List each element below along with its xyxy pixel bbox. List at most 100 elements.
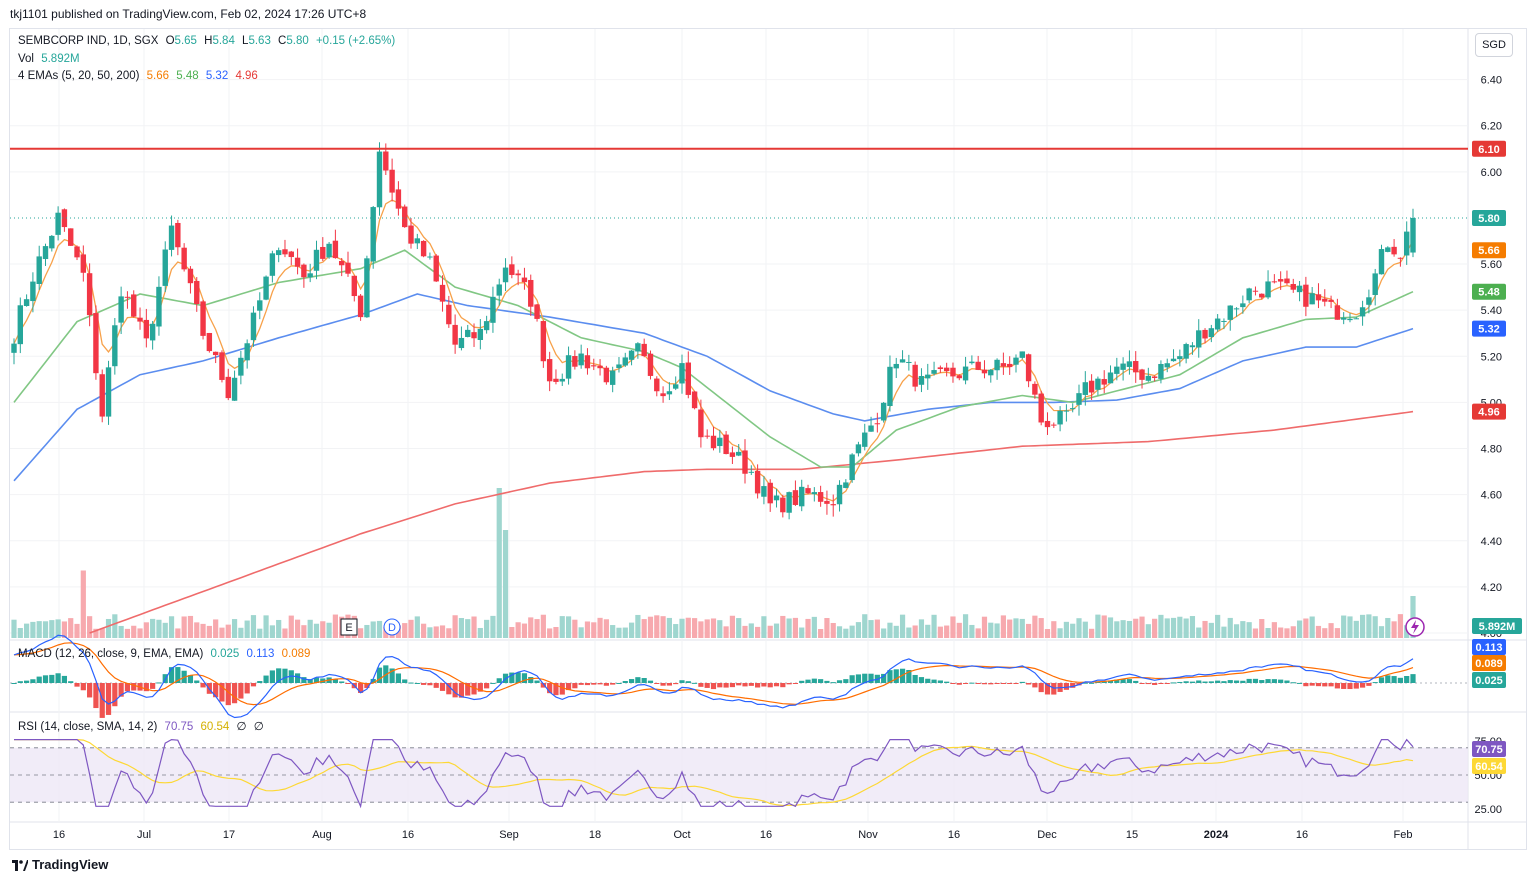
volume-bar	[1227, 617, 1233, 638]
macd-histogram-bar	[616, 682, 622, 684]
macd-histogram-bar	[641, 678, 647, 683]
candle-body	[1265, 281, 1271, 298]
macd-histogram-bar	[1322, 683, 1328, 687]
macd-histogram-bar	[899, 668, 906, 683]
candle-body	[433, 255, 439, 282]
candle-body	[345, 262, 351, 274]
candle-body	[80, 254, 87, 273]
volume-bar	[673, 624, 679, 638]
time-tick-label: Jul	[137, 829, 151, 841]
volume-bar	[105, 618, 112, 638]
candle-body	[685, 362, 691, 395]
volume-bar	[1019, 618, 1025, 638]
candle-body	[1189, 345, 1196, 348]
volume-bar	[1000, 615, 1006, 638]
macd-histogram-bar	[748, 683, 754, 686]
macd-histogram-bar	[288, 670, 294, 683]
macd-histogram-bar	[811, 678, 817, 683]
volume-bar	[320, 621, 326, 638]
volume-bar	[572, 619, 578, 638]
volume-bar	[370, 621, 376, 638]
rsi-pane	[10, 738, 1468, 809]
macd-histogram-bar	[849, 675, 855, 683]
macd-histogram-bar	[389, 668, 395, 683]
volume-bar	[565, 616, 572, 638]
candle-body	[893, 363, 899, 369]
volume-bar	[1120, 620, 1126, 638]
volume-bar	[294, 619, 301, 638]
macd-histogram-bar	[1309, 683, 1315, 686]
price-label: 5.66	[1478, 245, 1499, 257]
tradingview-logo[interactable]: TradingView	[12, 857, 108, 872]
macd-histogram-bar	[150, 683, 156, 689]
price-tick-label: 6.40	[1481, 75, 1502, 87]
volume-bar	[490, 615, 496, 638]
macd-histogram-bar	[1208, 681, 1214, 683]
macd-histogram-bar	[364, 683, 370, 689]
macd-histogram-bar	[1126, 679, 1133, 683]
candle-body	[597, 365, 603, 369]
candle-body	[1196, 330, 1202, 348]
macd-histogram-bar	[42, 675, 49, 683]
volume-bar	[1215, 614, 1221, 638]
volume-bar	[887, 622, 893, 638]
candle-body	[1271, 281, 1278, 283]
volume-bar	[540, 614, 546, 638]
macd-label[interactable]: MACD (12, 26, close, 9, EMA, EMA)	[18, 648, 204, 660]
candle-body	[36, 256, 42, 284]
candle-body	[1139, 369, 1145, 380]
candle-body	[761, 486, 767, 497]
macd-histogram-bar	[1215, 680, 1221, 683]
volume-bar	[836, 626, 843, 638]
volume-bar	[584, 621, 591, 638]
volume-bar	[528, 617, 534, 638]
macd-histogram-bar	[1170, 682, 1177, 684]
volume-bar	[357, 628, 364, 638]
candle-body	[1296, 285, 1303, 293]
high-label: H	[204, 35, 213, 47]
macd-histogram-bar	[408, 682, 414, 684]
volume-bar	[717, 620, 723, 638]
candle-body	[975, 361, 981, 370]
volume-label[interactable]: Vol	[18, 53, 34, 65]
candle-body	[736, 451, 742, 456]
volume-bars	[11, 488, 1416, 638]
ema-label[interactable]: 4 EMAs (5, 20, 50, 200)	[18, 70, 140, 82]
time-tick-label: Feb	[1394, 829, 1413, 841]
macd-histogram-bar	[11, 683, 17, 684]
candle-body	[521, 277, 528, 283]
high-value: 5.84	[212, 35, 235, 47]
macd-histogram-bar	[80, 683, 86, 691]
candle-body	[994, 359, 1000, 371]
candle-body	[17, 305, 24, 345]
candle-body	[849, 454, 855, 481]
candle-body	[988, 369, 994, 376]
macd-histogram-bar	[761, 683, 767, 687]
macd-histogram-bar	[729, 683, 736, 688]
candle-body	[439, 284, 446, 302]
candle-body	[1309, 293, 1315, 305]
macd-histogram-bar	[345, 683, 351, 684]
macd-histogram-bar	[931, 679, 937, 683]
macd-histogram-bar	[1025, 683, 1032, 685]
currency-button[interactable]: SGD	[1475, 33, 1513, 57]
macd-histogram-bar	[1334, 683, 1340, 689]
volume-bar	[276, 619, 282, 638]
candle-body	[1347, 318, 1353, 321]
symbol-name[interactable]: SEMBCORP IND, 1D, SGX	[18, 35, 159, 47]
candle-body	[1095, 378, 1101, 390]
volume-bar	[1353, 620, 1359, 638]
volume-bar	[408, 619, 414, 638]
macd-histogram-bar	[515, 672, 521, 683]
candle-body	[635, 343, 641, 352]
candle-body	[836, 484, 843, 505]
macd-histogram-bar	[1265, 679, 1271, 683]
rsi-label[interactable]: RSI (14, close, SMA, 14, 2)	[18, 721, 158, 733]
volume-bar	[364, 624, 370, 638]
volume-bar	[502, 530, 509, 638]
macd-histogram-bar	[124, 683, 131, 692]
candle-body	[458, 337, 465, 349]
candle-body	[351, 275, 357, 297]
volume-bar	[509, 627, 515, 638]
